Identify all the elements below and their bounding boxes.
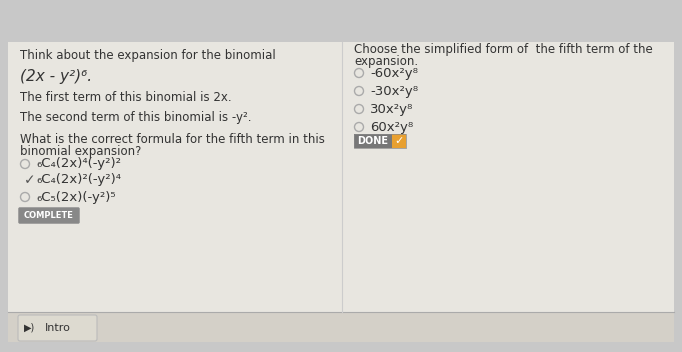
Text: binomial expansion?: binomial expansion? [20, 145, 141, 158]
Text: ✓: ✓ [24, 173, 35, 187]
Text: ▶): ▶) [25, 323, 35, 333]
Text: ₆C₄(2x)⁴(-y²)²: ₆C₄(2x)⁴(-y²)² [36, 157, 121, 170]
Text: -60x²y⁸: -60x²y⁸ [370, 67, 418, 80]
Text: -30x²y⁸: -30x²y⁸ [370, 84, 418, 98]
Text: Think about the expansion for the binomial: Think about the expansion for the binomi… [20, 49, 276, 62]
Text: ₆C₄(2x)²(-y²)⁴: ₆C₄(2x)²(-y²)⁴ [36, 174, 121, 187]
Text: (2x - y²)⁶.: (2x - y²)⁶. [20, 69, 92, 84]
Text: Intro: Intro [45, 323, 71, 333]
Text: 60x²y⁸: 60x²y⁸ [370, 120, 413, 133]
Text: The second term of this binomial is -y².: The second term of this binomial is -y². [20, 111, 252, 124]
Bar [8, 312, 674, 342]
Text: Choose the simplified form of  the fifth term of the: Choose the simplified form of the fifth … [354, 43, 653, 56]
Text: expansion.: expansion. [354, 55, 418, 68]
Bar [8, 42, 674, 312]
Text: ₆C₅(2x)(-y²)⁵: ₆C₅(2x)(-y²)⁵ [36, 190, 116, 203]
FancyBboxPatch shape [392, 134, 406, 148]
Text: What is the correct formula for the fifth term in this: What is the correct formula for the fift… [20, 133, 325, 146]
Text: The first term of this binomial is 2x.: The first term of this binomial is 2x. [20, 91, 232, 104]
Text: DONE: DONE [357, 136, 389, 146]
Text: ✓: ✓ [394, 136, 404, 146]
FancyBboxPatch shape [18, 207, 80, 224]
Text: 30x²y⁸: 30x²y⁸ [370, 102, 413, 115]
FancyBboxPatch shape [354, 134, 392, 148]
Text: COMPLETE: COMPLETE [24, 211, 74, 220]
FancyBboxPatch shape [18, 315, 97, 341]
